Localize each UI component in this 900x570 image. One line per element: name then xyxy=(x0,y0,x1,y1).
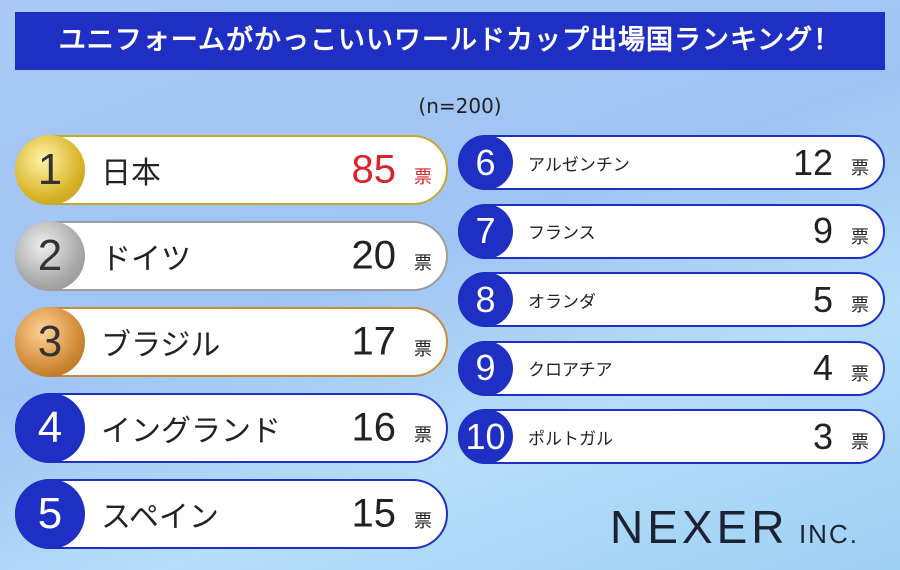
country-name: オランダ xyxy=(528,292,596,312)
rank-badge: 5 xyxy=(15,479,85,549)
vote-unit: 票 xyxy=(851,363,869,385)
country-name: フランス xyxy=(528,223,596,244)
vote-count: 16 xyxy=(351,405,397,450)
ranking-card: 9 クロアチア 4 票 xyxy=(458,340,885,396)
country-name: 日本 xyxy=(101,156,161,191)
ranking-card: 4 イングランド 16 票 xyxy=(15,393,448,463)
country-name: イングランド xyxy=(101,414,281,449)
country-name: ポルトガル xyxy=(528,429,613,449)
vote-count: 85 xyxy=(351,147,397,192)
vote-unit: 票 xyxy=(414,167,432,188)
rank-badge: 2 xyxy=(15,221,85,291)
ranking-card: 3 ブラジル 17 票 xyxy=(15,307,448,377)
vote-unit: 票 xyxy=(851,158,869,179)
vote-count: 3 xyxy=(812,415,833,457)
ranking-card: 1 日本 85 票 xyxy=(15,135,448,205)
ranking-card: 6 アルゼンチン 12 票 xyxy=(458,135,885,190)
sample-note: (n=200) xyxy=(418,94,502,118)
title-bar: ユニフォームがかっこいいワールドカップ出場国ランキング！ xyxy=(15,12,885,70)
vote-count: 12 xyxy=(792,141,833,183)
vote-unit: 票 xyxy=(851,226,869,248)
vote-count: 5 xyxy=(812,278,833,320)
vote-unit: 票 xyxy=(414,511,432,532)
country-name: クロアチア xyxy=(528,360,613,381)
vote-count: 17 xyxy=(351,319,397,364)
rank-badge: 7 xyxy=(458,203,513,259)
vote-unit: 票 xyxy=(851,295,869,316)
rank-badge: 10 xyxy=(458,409,513,464)
rank-badge: 8 xyxy=(458,272,513,327)
rank-badge: 3 xyxy=(15,307,85,377)
brand-suffix: INC. xyxy=(798,519,859,549)
rank-badge: 9 xyxy=(458,340,513,396)
ranking-card: 5 スペイン 15 票 xyxy=(15,479,448,549)
ranking-card: 8 オランダ 5 票 xyxy=(458,272,885,327)
country-name: スペイン xyxy=(101,500,219,535)
ranking-card: 7 フランス 9 票 xyxy=(458,203,885,259)
vote-count: 9 xyxy=(812,210,833,251)
brand-name: NEXER xyxy=(610,501,789,553)
vote-unit: 票 xyxy=(414,253,432,274)
vote-unit: 票 xyxy=(414,425,432,446)
rank-badge: 6 xyxy=(458,135,513,190)
vote-unit: 票 xyxy=(414,339,432,360)
rank-badge: 4 xyxy=(15,393,85,463)
rank-badge: 1 xyxy=(15,135,85,205)
ranking-card: 10 ポルトガル 3 票 xyxy=(458,409,885,464)
country-name: ブラジル xyxy=(101,328,221,363)
country-name: アルゼンチン xyxy=(528,155,630,175)
vote-count: 20 xyxy=(351,233,397,278)
brand: NEXER INC. xyxy=(610,500,859,554)
country-name: ドイツ xyxy=(101,242,191,277)
vote-unit: 票 xyxy=(851,432,869,453)
vote-count: 4 xyxy=(812,347,833,388)
ranking-card: 2 ドイツ 20 票 xyxy=(15,221,448,291)
vote-count: 15 xyxy=(351,491,397,536)
